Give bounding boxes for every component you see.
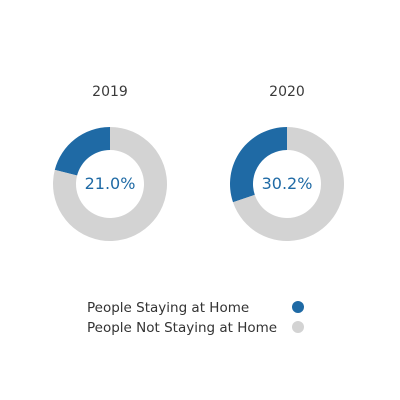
year-label-2019: 2019 bbox=[92, 84, 128, 100]
donut-chart-2020: 2020 30.2% bbox=[230, 84, 345, 241]
donut-slice-2020-not-staying-home bbox=[233, 127, 345, 241]
center-value-2020: 30.2% bbox=[262, 174, 313, 193]
donut-slice-2019-not-staying-home bbox=[53, 127, 168, 242]
donut-slice-2019-staying-home bbox=[54, 127, 110, 176]
legend-item-not-staying-home: People Not Staying at Home bbox=[87, 320, 304, 336]
center-value-2019: 21.0% bbox=[85, 174, 136, 193]
legend-swatch-not-staying-home bbox=[292, 321, 304, 333]
donut-ring-2019 bbox=[53, 127, 168, 242]
legend-swatch-staying-home bbox=[292, 301, 304, 313]
donut-slice-2020-staying-home bbox=[230, 127, 287, 203]
legend-label-not-staying-home: People Not Staying at Home bbox=[87, 320, 277, 336]
donut-ring-2020 bbox=[230, 127, 345, 241]
legend: People Staying at Home People Not Stayin… bbox=[87, 300, 304, 336]
legend-label-staying-home: People Staying at Home bbox=[87, 300, 249, 316]
donut-chart-2019: 2019 21.0% bbox=[53, 84, 168, 242]
year-label-2020: 2020 bbox=[269, 84, 305, 100]
legend-item-staying-home: People Staying at Home bbox=[87, 300, 304, 316]
